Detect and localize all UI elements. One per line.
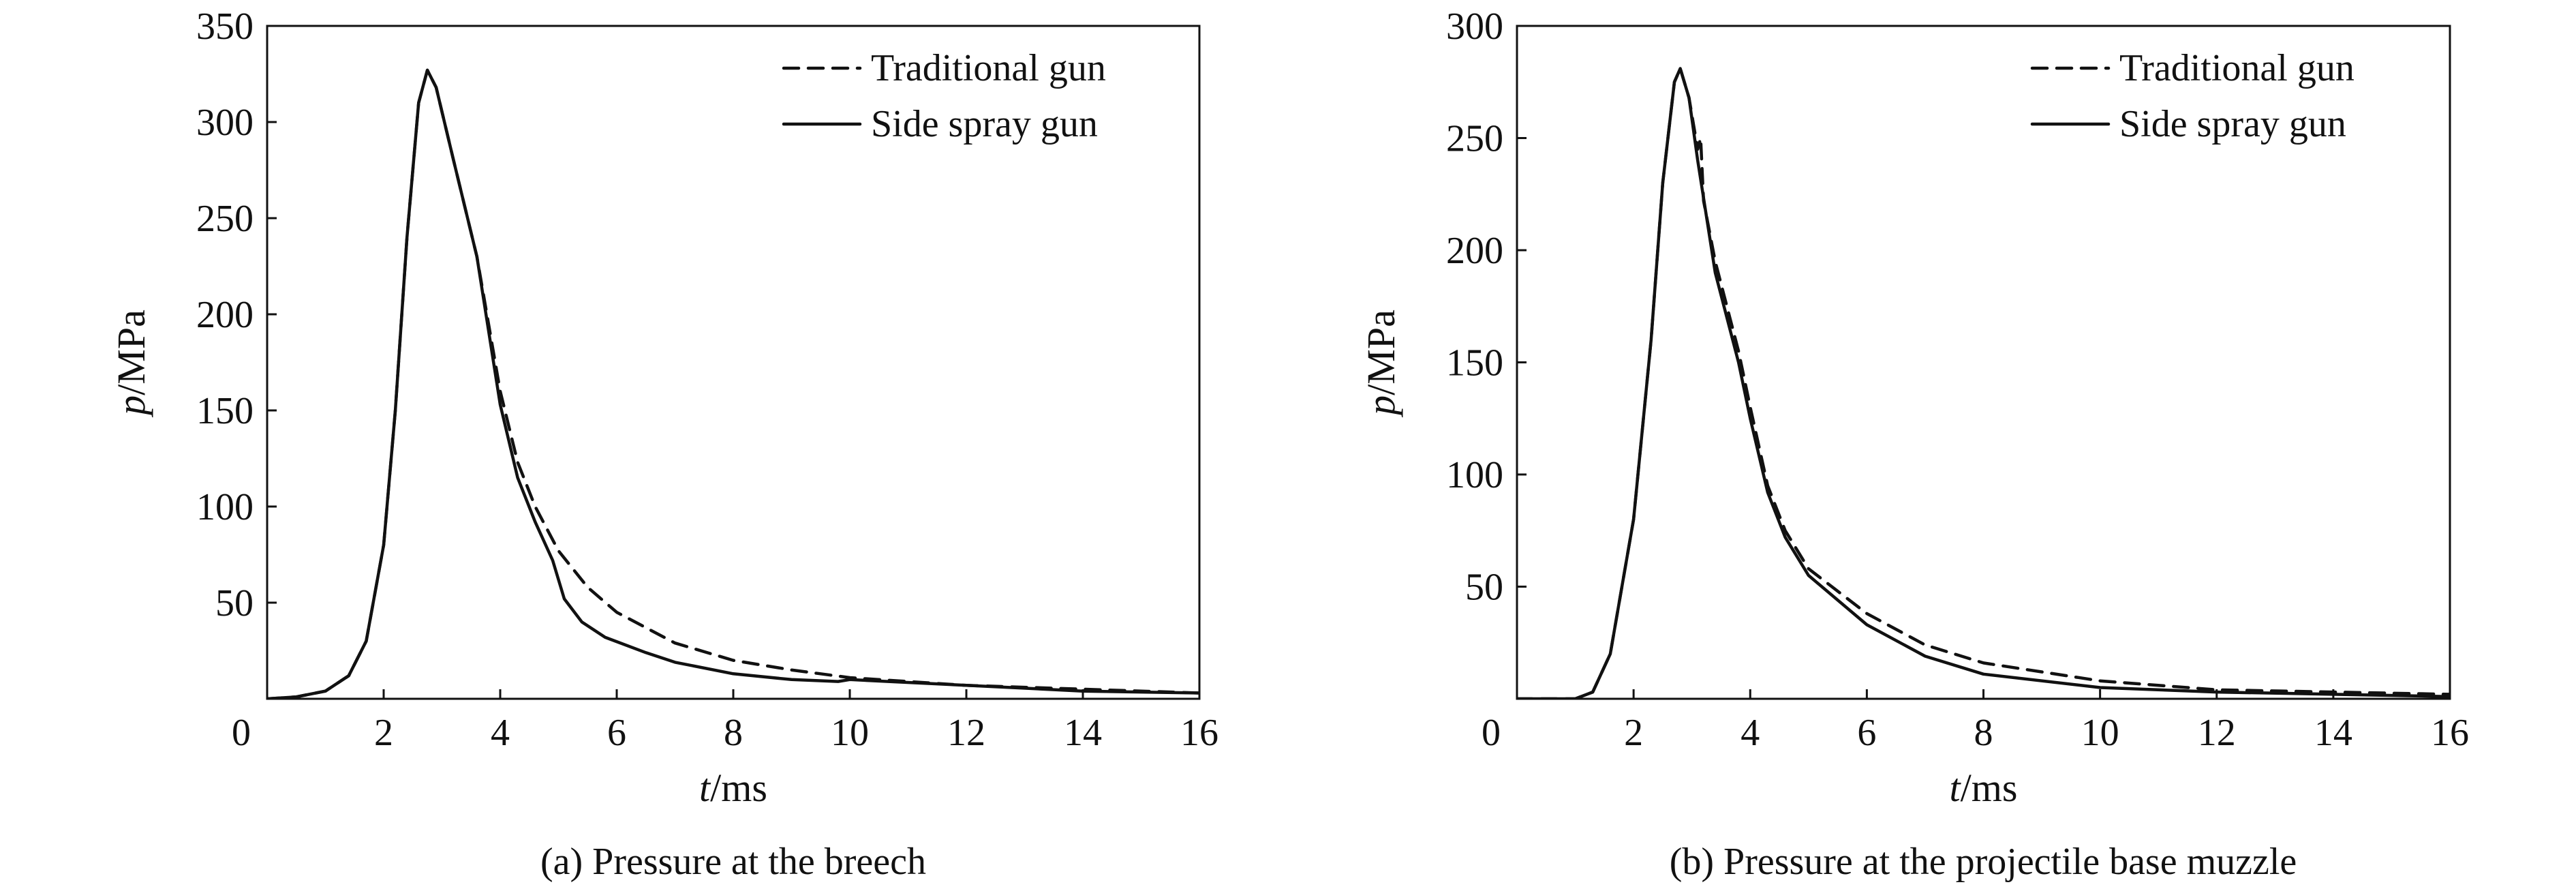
chart-a: 2 4 6 8 10 12 14 16 0 50 100 150 200 250 300 350 t/ms p/M… (109, 5, 1218, 883)
x-axis-variable-a: t (699, 766, 711, 810)
y-axis-title-a: p/MPa (109, 310, 153, 418)
x-axis-title-a: t/ms (699, 766, 767, 810)
x-tick-label-b-6: 6 (1857, 712, 1876, 754)
y-axis-unit-a: /MPa (109, 310, 153, 395)
x-tick-label-b-14: 14 (2314, 712, 2352, 754)
x-tick-label-a-16: 16 (1180, 712, 1218, 754)
x-axis-unit-a: /ms (710, 766, 767, 810)
series-line-b-side-spray-gun (1517, 67, 2450, 699)
caption-a: (a) Pressure at the breech (540, 841, 926, 883)
y-tick-label-a-50: 50 (215, 582, 254, 624)
legend-label-a-0: Traditional gun (871, 47, 1106, 89)
legend-label-b-0: Traditional gun (2119, 47, 2355, 89)
legend-b: Traditional gun Side spray gun (2030, 47, 2355, 145)
y-axis-unit-b: /MPa (1359, 310, 1403, 395)
legend-label-b-1: Side spray gun (2119, 103, 2346, 145)
legend-label-a-1: Side spray gun (871, 103, 1098, 145)
x-axis-title-b: t/ms (1950, 766, 2018, 810)
y-tick-label-b-300: 300 (1446, 5, 1503, 48)
y-axis-variable-a: p (109, 395, 153, 418)
y-tick-label-a-250: 250 (196, 198, 254, 240)
x-tick-label-a-6: 6 (607, 712, 626, 754)
x-tick-label-a-8: 8 (724, 712, 743, 754)
x-tick-label-b-8: 8 (1974, 712, 1993, 754)
legend-a: Traditional gun Side spray gun (782, 47, 1106, 145)
y-tick-label-a-350: 350 (196, 5, 254, 48)
x-axis-unit-b: /ms (1961, 766, 2018, 810)
series-line-a-side-spray-gun (267, 68, 1199, 699)
x-tick-label-b-12: 12 (2198, 712, 2236, 754)
origin-label-b: 0 (1482, 712, 1501, 754)
origin-label-a: 0 (232, 712, 251, 754)
y-tick-label-b-100: 100 (1446, 454, 1503, 496)
y-tick-label-b-250: 250 (1446, 118, 1503, 160)
x-tick-label-b-16: 16 (2431, 712, 2469, 754)
series-line-b-traditional-gun (1517, 67, 2450, 699)
x-axis-variable-b: t (1950, 766, 1962, 810)
y-tick-label-a-300: 300 (196, 102, 254, 144)
y-axis-title-b: p/MPa (1359, 310, 1403, 418)
series-line-a-traditional-gun (267, 68, 1199, 699)
y-tick-label-b-200: 200 (1446, 230, 1503, 272)
x-tick-label-a-14: 14 (1064, 712, 1102, 754)
y-tick-label-b-150: 150 (1446, 342, 1503, 385)
x-tick-label-a-2: 2 (374, 712, 393, 754)
x-tick-label-a-4: 4 (491, 712, 510, 754)
x-tick-label-b-4: 4 (1741, 712, 1760, 754)
y-tick-label-b-50: 50 (1465, 567, 1503, 609)
chart-b: 2 4 6 8 10 12 14 16 0 50 100 150 200 250 300 t/ms p/MPa T… (1359, 5, 2469, 883)
y-tick-label-a-150: 150 (196, 390, 254, 432)
y-tick-label-a-100: 100 (196, 486, 254, 528)
x-tick-label-a-10: 10 (831, 712, 869, 754)
y-tick-label-a-200: 200 (196, 294, 254, 336)
x-tick-label-b-10: 10 (2081, 712, 2119, 754)
x-tick-label-a-12: 12 (947, 712, 985, 754)
x-tick-label-b-2: 2 (1624, 712, 1643, 754)
y-axis-variable-b: p (1359, 395, 1403, 418)
caption-b: (b) Pressure at the projectile base muzz… (1670, 841, 2297, 883)
